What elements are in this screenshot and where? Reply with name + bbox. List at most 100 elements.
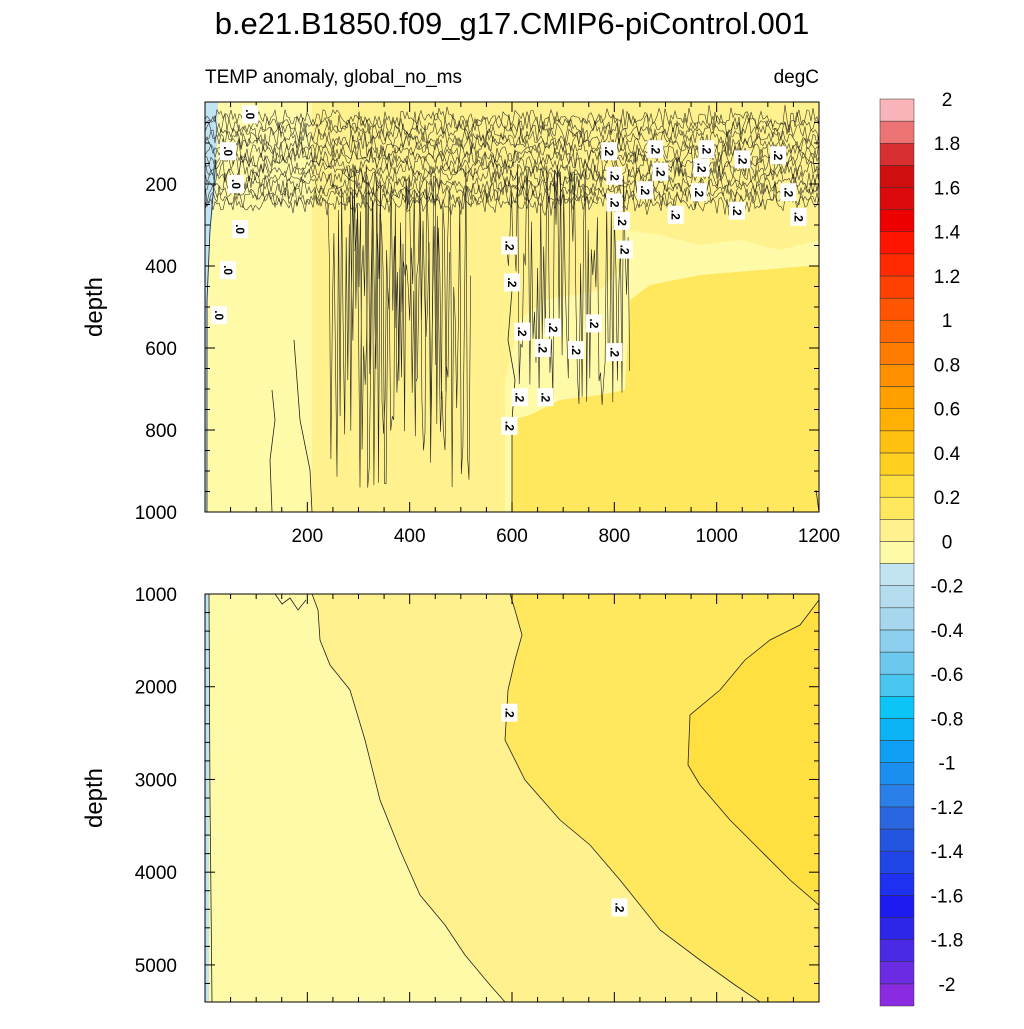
y-tick-label: 3000: [135, 770, 177, 791]
colorbar-label: -0.6: [931, 665, 964, 686]
upper-fill-0.2-0.3: [512, 265, 819, 512]
lower-ticks: 1000 2000 3000 4000 5000: [135, 585, 820, 1003]
x-tick-label: 1000: [696, 526, 738, 547]
contour-label-point-two: .2: [504, 273, 520, 292]
contour-label-point-two: .2: [501, 703, 518, 722]
y-tick-label: 600: [145, 339, 177, 360]
colorbar-box: [879, 784, 915, 808]
contour-label-point-two-bg: [637, 181, 653, 200]
contour-label-point-two-text: .2: [502, 240, 516, 250]
colorbar-box: [879, 541, 915, 564]
contour-label-point-two: .2: [616, 240, 633, 259]
colorbar-box: [879, 120, 915, 144]
units-label: degC: [774, 67, 819, 88]
colorbar-box: [879, 342, 915, 365]
colorbar-label: 1: [942, 311, 953, 332]
contour-label-zero-bg: [242, 105, 258, 124]
y-tick-label: 2000: [135, 678, 177, 699]
contour-label-point-two-bg: [614, 211, 630, 230]
x-tick-label: 1200: [798, 526, 840, 547]
contour-label-point-two-bg: [606, 193, 623, 212]
lower-contour-line: [274, 594, 307, 611]
colorbar-box: [879, 253, 915, 277]
upper-spike-contour: [327, 164, 471, 488]
contour-label-point-two: .2: [647, 140, 664, 159]
contour-label-point-two: .2: [514, 322, 531, 341]
upper-contour-labels: .0.0.0.0.0.0.2.2.2.2.2.2.2.2.2.2.2.2.2.2…: [211, 105, 807, 435]
colorbar-box: [879, 209, 915, 232]
lower-fill-0.3-0.4: [688, 600, 819, 905]
contour-label-point-two-bg: [667, 205, 684, 224]
contour-label-point-two-bg: [780, 183, 797, 202]
colorbar-box: [879, 408, 915, 432]
colorbar-boxes: [879, 98, 915, 1007]
contour-label-point-two: .2: [614, 211, 630, 230]
contour-label-zero-text: .0: [212, 310, 226, 320]
y-tick-label: 1000: [135, 585, 177, 606]
contour-label-point-two-bg: [698, 140, 715, 159]
lower-contour-lines: [208, 594, 819, 1002]
contour-label-point-two: .2: [611, 898, 628, 917]
upper-contour-line: [507, 289, 516, 512]
upper-noise-contour: [205, 183, 819, 211]
colorbar-box: [879, 98, 915, 122]
colorbar-box: [879, 519, 915, 542]
contour-label-point-two-bg: [611, 898, 628, 917]
colorbar-box: [879, 828, 915, 852]
contour-label-point-two: .2: [637, 181, 653, 200]
contour-label-point-two: .2: [698, 140, 715, 159]
colorbar-label: 0.4: [934, 444, 961, 465]
colorbar-box: [879, 585, 915, 609]
contour-label-point-two-text: .2: [669, 210, 683, 220]
contour-label-point-two: .2: [606, 193, 623, 212]
contour-label-point-two-text: .2: [502, 708, 516, 718]
contour-label-point-two-text: .2: [638, 185, 652, 195]
contour-label-point-two-bg: [514, 322, 531, 341]
colorbar-label: -1: [939, 754, 956, 775]
contour-label-point-two-bg: [501, 236, 518, 255]
upper-noise-contour: [205, 149, 819, 178]
contour-label-point-two-text: .2: [607, 197, 621, 207]
colorbar-box: [879, 895, 915, 918]
y-tick-label: 200: [145, 175, 177, 196]
contour-label-point-two: .2: [734, 150, 751, 169]
contour-label-zero: .0: [211, 306, 227, 325]
contour-label-zero-bg: [220, 142, 236, 161]
colorbar-label: -0.2: [931, 577, 964, 598]
x-tick-label: 600: [496, 526, 528, 547]
contour-label-point-two: .2: [537, 388, 554, 407]
colorbar-label: 1.8: [934, 134, 960, 155]
upper-noise-contour: [205, 164, 819, 190]
contour-label-point-two-bg: [585, 314, 602, 333]
upper-contour-lines: [206, 159, 819, 512]
contour-label-point-two-text: .2: [515, 327, 529, 337]
contour-label-point-two-bg: [537, 388, 554, 407]
contour-label-point-two-text: .2: [648, 144, 662, 154]
upper-contour-line: [269, 389, 276, 512]
contour-label-point-two: .2: [511, 388, 528, 407]
colorbar-box: [879, 740, 915, 763]
contour-label-zero-bg: [232, 220, 248, 239]
colorbar-box: [879, 873, 915, 896]
x-tick-label: 800: [598, 526, 630, 547]
colorbar-box: [879, 319, 915, 343]
y-tick-label: 4000: [135, 863, 177, 884]
contour-label-zero-text: .0: [221, 146, 235, 156]
contour-label-point-two: .2: [667, 205, 684, 224]
colorbar-box: [879, 651, 915, 675]
contour-label-point-two-bg: [606, 166, 623, 185]
colorbar-label: 0.8: [934, 356, 960, 377]
y-tick-label: 1000: [135, 503, 177, 524]
colorbar-box: [879, 850, 915, 874]
contour-label-point-two-bg: [790, 207, 807, 226]
contour-label-point-two: .2: [790, 207, 807, 226]
contour-label-point-two-text: .2: [607, 347, 621, 357]
contour-label-point-two-bg: [690, 183, 707, 202]
contour-label-point-two: .2: [568, 341, 584, 359]
contour-label-point-two-text: .2: [615, 216, 629, 226]
lower-contour-line: [504, 594, 761, 1002]
contour-label-point-two-text: .2: [602, 146, 616, 156]
upper-noise-contour: [205, 177, 819, 205]
